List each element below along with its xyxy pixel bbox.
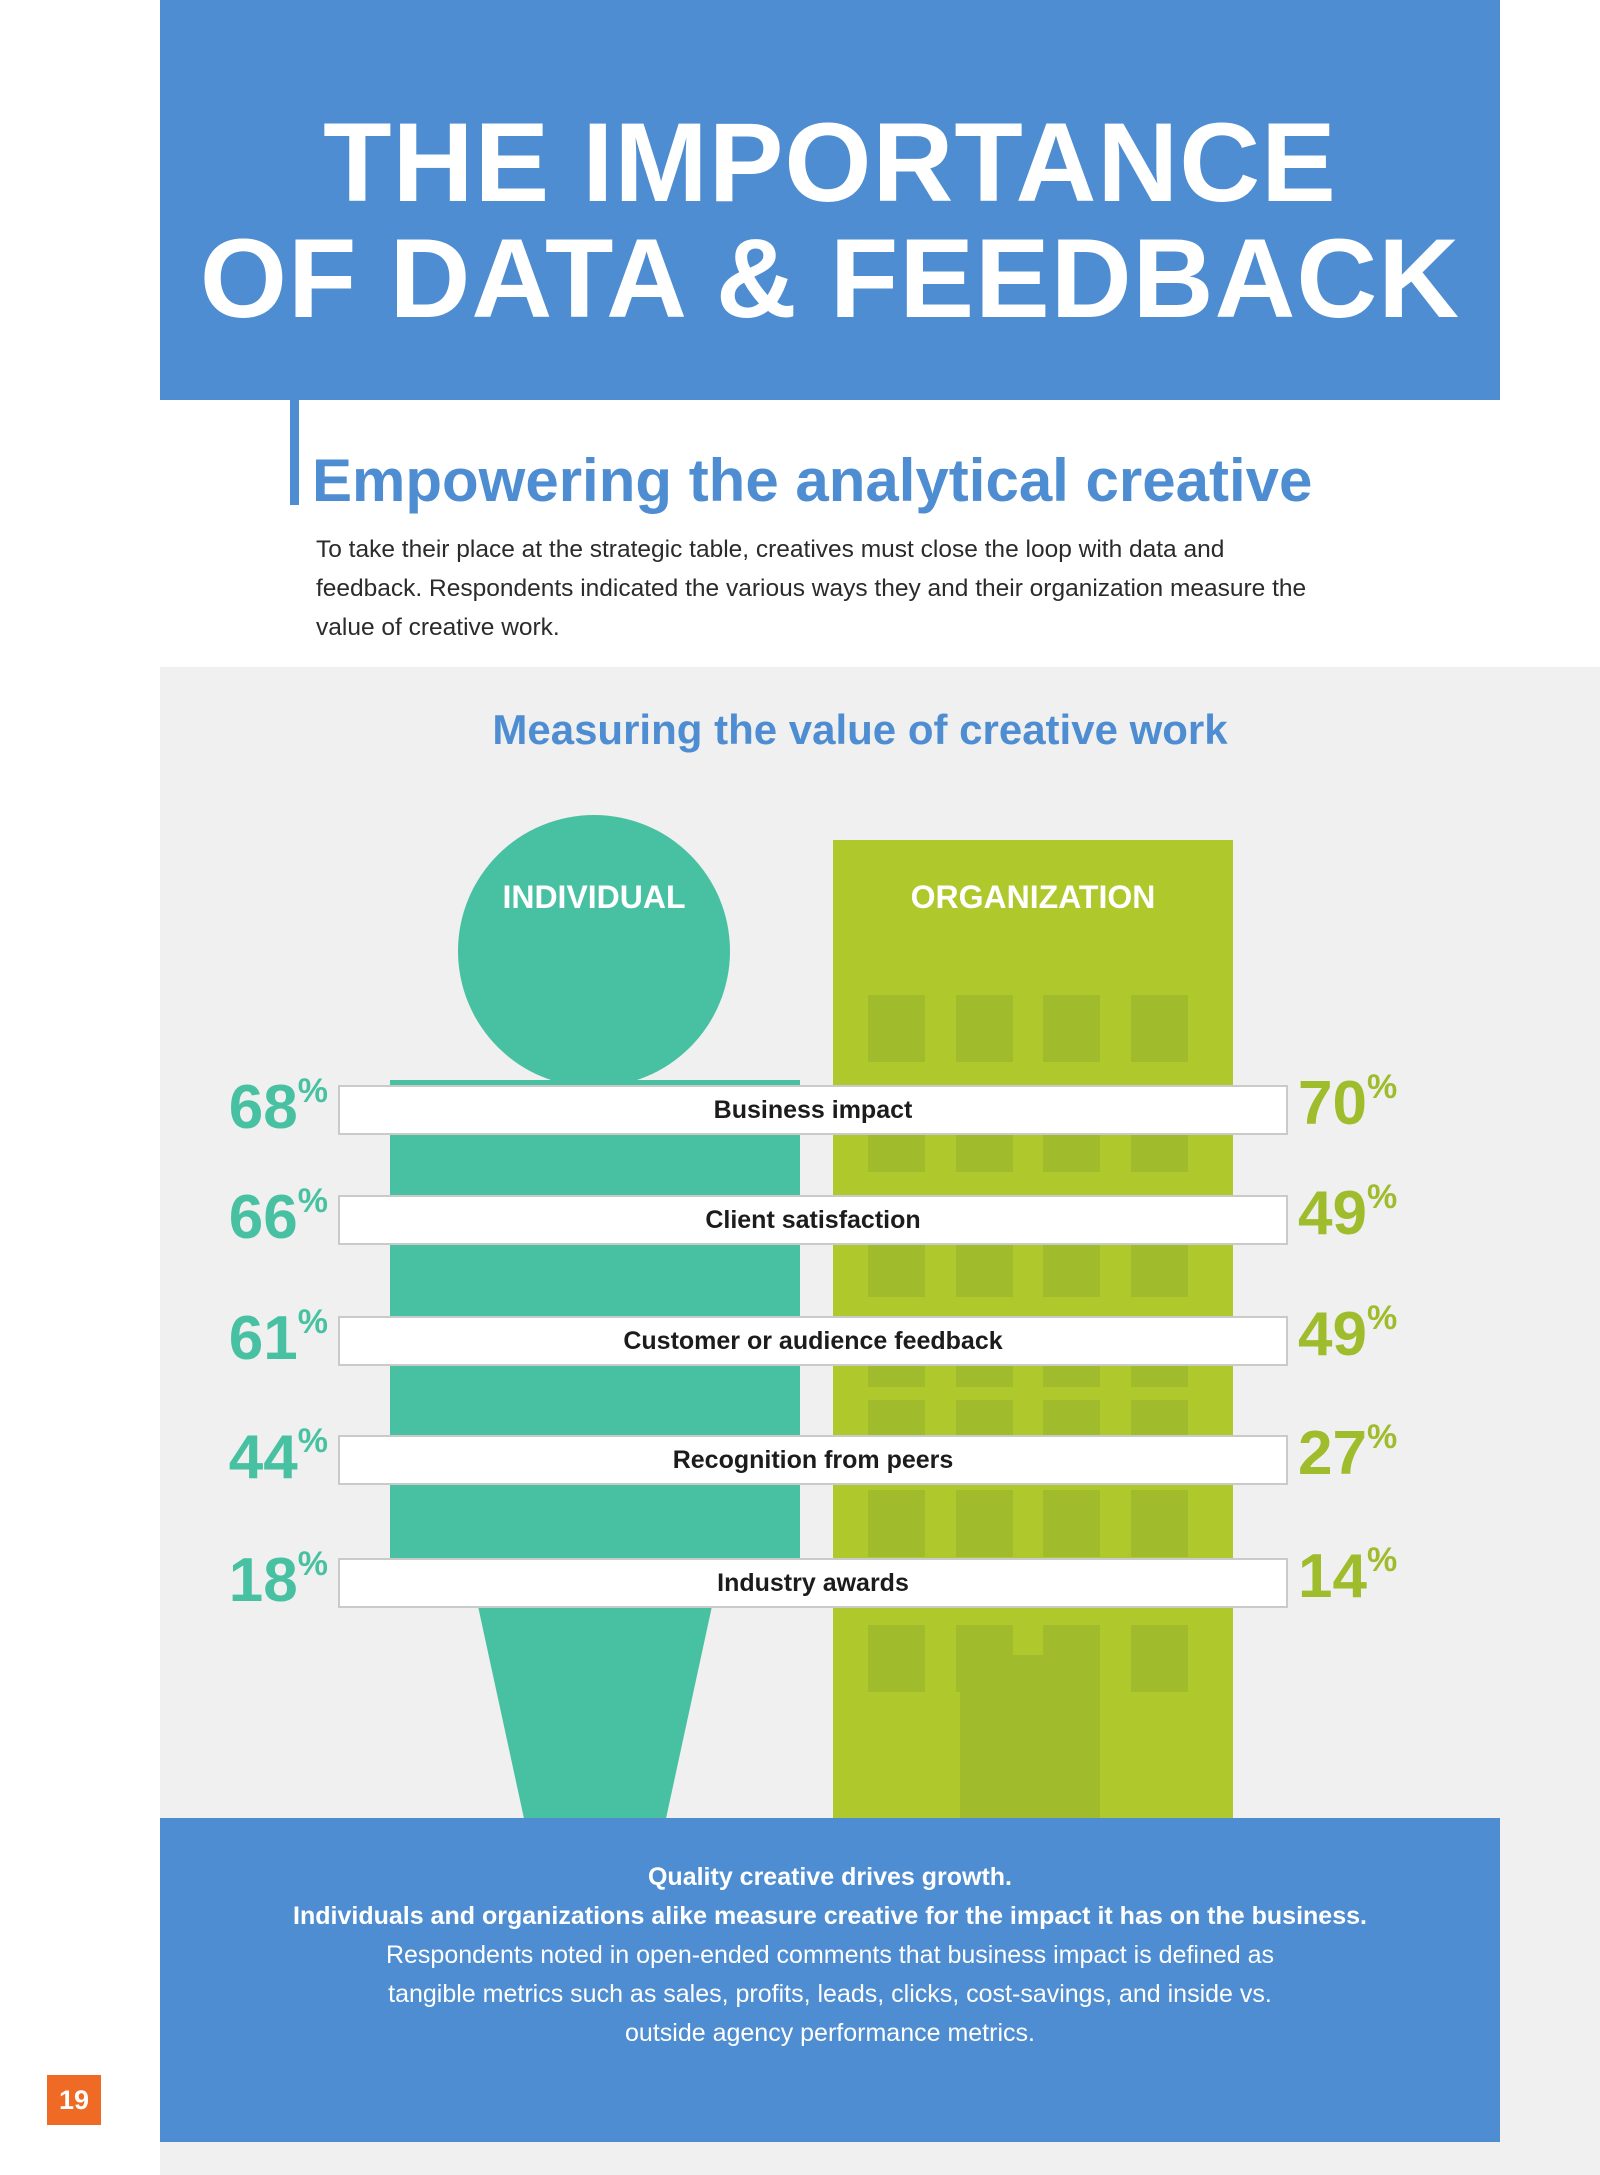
building-window: [1043, 995, 1100, 1062]
building-window: [1131, 995, 1188, 1062]
percent-sign: %: [1366, 1178, 1398, 1216]
chart-title: Measuring the value of creative work: [492, 706, 1228, 753]
row-label: Business impact: [338, 1085, 1288, 1135]
row-label: Industry awards: [338, 1558, 1288, 1608]
building-window: [1131, 1625, 1188, 1692]
organization-value: 49: [1298, 1300, 1367, 1369]
percent-sign: %: [297, 1545, 328, 1583]
individual-value: 18: [228, 1546, 298, 1615]
individual-label: INDIVIDUAL: [502, 879, 686, 915]
organization-percent: 14%: [1298, 1542, 1438, 1612]
organization-label: ORGANIZATION: [910, 879, 1156, 915]
individual-value: 66: [228, 1183, 298, 1252]
building-window: [956, 995, 1013, 1062]
page-number: 19: [47, 2075, 101, 2125]
intro-paragraph: To take their place at the strategic tab…: [316, 536, 1307, 641]
row-label: Client satisfaction: [338, 1195, 1288, 1245]
title-line-1: THE IMPORTANCE: [323, 100, 1337, 225]
building-window: [956, 1490, 1013, 1557]
building-door: [960, 1655, 1100, 1818]
organization-value: 49: [1298, 1179, 1367, 1248]
organization-percent: 49%: [1298, 1179, 1438, 1249]
accent-bar: [290, 400, 299, 505]
building-window: [868, 995, 925, 1062]
percent-sign: %: [1366, 1068, 1398, 1106]
percent-sign: %: [1366, 1418, 1398, 1456]
individual-percent: 68%: [188, 1073, 328, 1143]
building-window: [1131, 1490, 1188, 1557]
individual-percent: 44%: [188, 1423, 328, 1493]
individual-head-shape: [458, 815, 730, 1087]
row-label: Recognition from peers: [338, 1435, 1288, 1485]
footer-line-2: Individuals and organizations alike meas…: [293, 1902, 1367, 1930]
footer-body: Respondents noted in open-ended comments…: [385, 1941, 1275, 2047]
individual-percent: 18%: [188, 1546, 328, 1616]
organization-percent: 70%: [1298, 1069, 1438, 1139]
percent-sign: %: [297, 1303, 328, 1341]
organization-percent: 49%: [1298, 1300, 1438, 1370]
individual-value: 61: [228, 1304, 298, 1373]
building-window: [1043, 1490, 1100, 1557]
individual-value: 44: [228, 1423, 298, 1492]
building-window: [868, 1625, 925, 1692]
footer-text: Quality creative drives growth. Individu…: [160, 1858, 1500, 2053]
percent-sign: %: [297, 1182, 328, 1220]
percent-sign: %: [297, 1422, 328, 1460]
header-band: THE IMPORTANCE OF DATA & FEEDBACK: [160, 0, 1500, 400]
row-label: Customer or audience feedback: [338, 1316, 1288, 1366]
organization-value: 70: [1298, 1069, 1367, 1138]
section-heading: Empowering the analytical creative: [312, 447, 1313, 514]
title-line-2: OF DATA & FEEDBACK: [199, 216, 1461, 341]
organization-value: 27: [1298, 1419, 1367, 1488]
page-title: THE IMPORTANCE OF DATA & FEEDBACK: [160, 105, 1500, 337]
footer-line-1: Quality creative drives growth.: [647, 1863, 1012, 1891]
percent-sign: %: [1366, 1541, 1398, 1579]
building-window: [868, 1490, 925, 1557]
percent-sign: %: [1366, 1299, 1398, 1337]
individual-percent: 66%: [188, 1183, 328, 1253]
footer-band: Quality creative drives growth. Individu…: [160, 1818, 1500, 2142]
percent-sign: %: [297, 1072, 328, 1110]
organization-value: 14: [1298, 1542, 1367, 1611]
individual-value: 68: [228, 1073, 298, 1142]
organization-percent: 27%: [1298, 1419, 1438, 1489]
individual-percent: 61%: [188, 1304, 328, 1374]
